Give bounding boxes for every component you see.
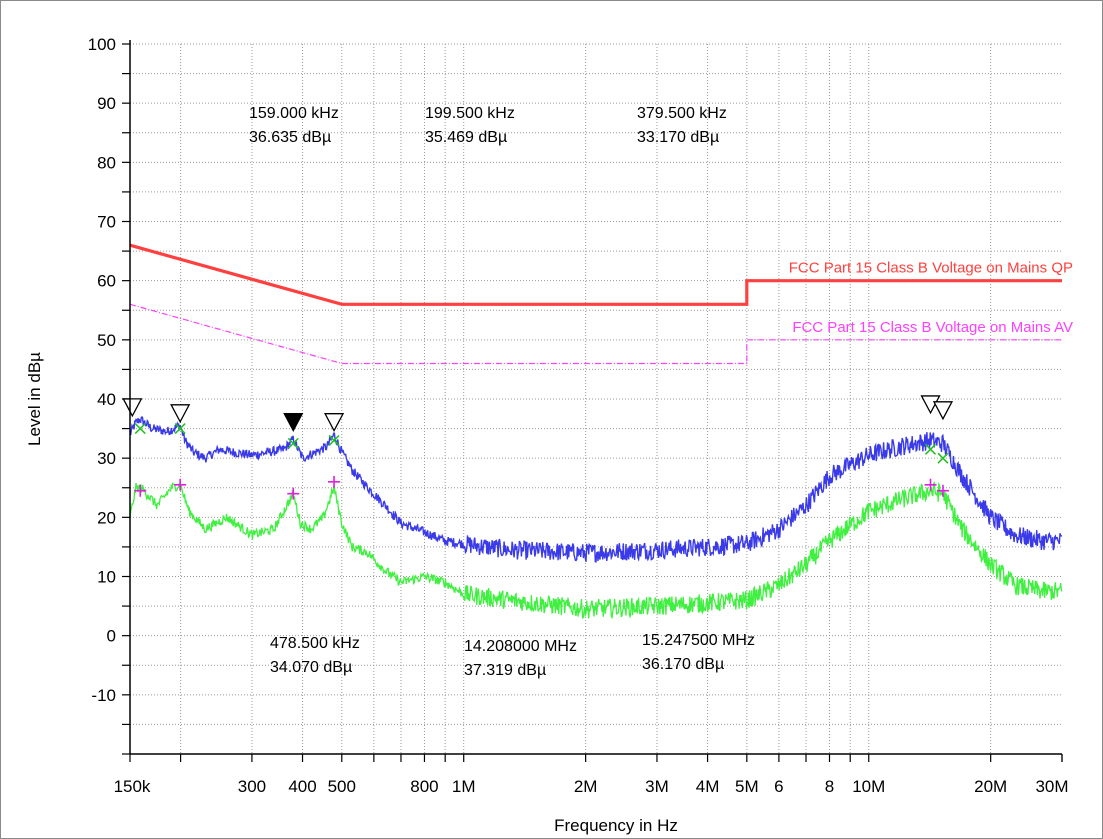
y-tick-label: -10 [91,686,116,705]
annotation-level: 37.319 dBµ [464,662,546,679]
y-tick-label: 90 [97,94,116,113]
av-result-mark [924,478,937,491]
annotation-level: 34.070 dBµ [270,659,352,676]
x-tick-label: 150k [114,777,151,796]
av-result-mark [936,484,949,497]
annotation-frequency: 199.500 kHz [425,105,515,122]
qp-result-mark [287,437,299,449]
x-tick-label: 400 [288,777,316,796]
av-result-mark [328,475,341,488]
limit-label: FCC Part 15 Class B Voltage on Mains AV [792,319,1073,336]
traces [129,416,1063,620]
annotation-frequency: 14.208000 MHz [464,638,577,655]
markers [122,395,954,500]
peak-marker-icon [170,404,191,424]
x-tick-label: 800 [410,777,438,796]
x-tick-label: 10M [852,777,885,796]
y-tick-label: 20 [97,508,116,527]
annotation-level: 36.170 dBµ [642,656,724,673]
x-tick-label: 6 [774,777,783,796]
limit-line [129,303,1062,365]
av-result-mark [134,484,147,497]
limit-line [129,243,1062,306]
y-axis-label: Level in dBµ [25,352,44,446]
av-result-mark [287,487,300,500]
x-tick-label: 8 [825,777,834,796]
y-tick-label: 30 [97,449,116,468]
x-tick-label: 2M [574,777,598,796]
x-tick-label: 500 [328,777,356,796]
x-tick-label: 300 [238,777,266,796]
annotation-frequency: 478.500 kHz [270,635,360,652]
annotation-level: 33.170 dBµ [637,129,719,146]
qp-result-mark [134,423,146,435]
qp-result-mark [328,434,340,446]
limit-label: FCC Part 15 Class B Voltage on Mains QP [789,260,1073,277]
annotation-level: 36.635 dBµ [249,129,331,146]
y-tick-label: 10 [97,568,116,587]
y-tick-label: 80 [97,153,116,172]
y-tick-label: 60 [97,272,116,291]
annotation-frequency: 15.247500 MHz [642,632,755,649]
y-tick-label: 50 [97,331,116,350]
x-tick-label: 4M [696,777,720,796]
y-tick-label: 40 [97,390,116,409]
x-tick-label: 30M [1035,777,1068,796]
x-tick-label: 5M [735,777,759,796]
av-result-mark [174,478,187,491]
peak-marker-icon [932,401,954,421]
y-tick-label: 70 [97,213,116,232]
x-axis-label: Frequency in Hz [554,816,678,835]
annotation-frequency: 379.500 kHz [637,105,727,122]
annotations: 159.000 kHz 36.635 dBµ 199.500 kHz 35.469 d… [249,105,755,679]
qp-result-mark [924,443,937,455]
grid [130,43,1062,755]
x-tick-label: 20M [974,777,1007,796]
trace-1 [129,416,1063,563]
qp-result-mark [174,423,186,435]
x-tick-label: 3M [645,777,669,796]
y-tick-label: 0 [107,627,116,646]
annotation-level: 35.469 dBµ [425,129,507,146]
peak-marker-icon [122,398,143,418]
peak-marker-icon [283,413,304,433]
x-tick-label: 1M [452,777,476,796]
qp-result-mark [937,452,949,464]
annotation-frequency: 159.000 kHz [249,105,339,122]
y-tick-label: 100 [88,35,116,54]
peak-marker-icon [323,413,345,433]
limit-lines: FCC Part 15 Class B Voltage on Mains QP F… [129,243,1073,365]
trace-2 [129,480,1063,620]
